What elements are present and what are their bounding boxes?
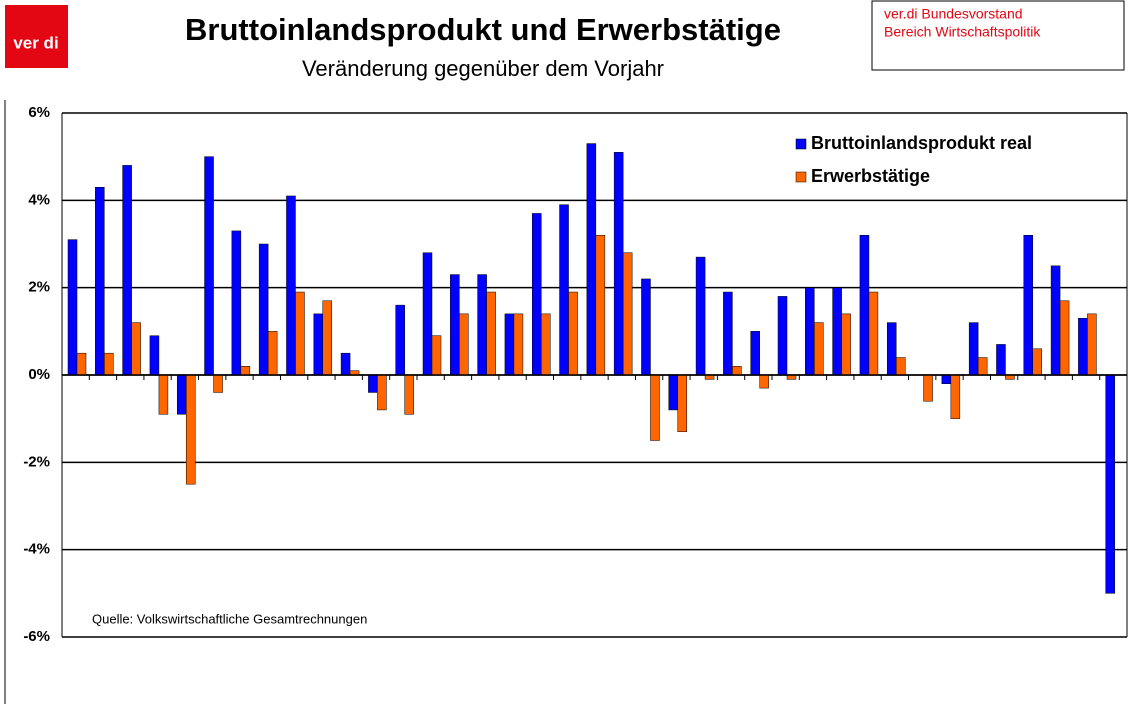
bar: [586, 143, 597, 376]
bar: [1105, 374, 1115, 594]
legend-label: Erwerbstätige: [811, 166, 930, 186]
y-tick-label: 4%: [28, 191, 50, 208]
bar: [340, 352, 351, 376]
bar: [295, 291, 305, 376]
bar: [841, 313, 851, 376]
bar: [204, 156, 214, 376]
bar: [759, 374, 769, 389]
y-tick-label: -6%: [23, 628, 50, 645]
bar: [805, 287, 815, 376]
bar: [422, 252, 433, 376]
bar: [131, 322, 141, 376]
annotation: Quelle: Volkswirtschaftliche Gesamtrechn…: [92, 611, 367, 626]
bar: [950, 374, 961, 419]
bar: [641, 278, 651, 376]
bar: [540, 313, 551, 376]
logo-box: [5, 5, 68, 68]
bar: [695, 256, 706, 376]
header-text: Bereich Wirtschaftspolitik: [884, 24, 1041, 40]
y-tick-label: 2%: [28, 279, 50, 296]
bar: [559, 204, 569, 376]
bar: [859, 235, 870, 376]
bar: [231, 230, 242, 376]
bar: [1078, 317, 1088, 376]
bar: [1059, 300, 1070, 376]
bar: [1032, 348, 1043, 376]
bar: [176, 374, 187, 415]
bar: [977, 357, 988, 376]
bar: [368, 374, 378, 393]
chart-title: Bruttoinlandsprodukt und Erwerbstätige: [185, 12, 781, 47]
bar: [122, 165, 132, 376]
bar: [158, 374, 169, 415]
bar: [240, 366, 251, 376]
bar: [377, 374, 387, 411]
bar: [1050, 265, 1061, 376]
header-box: [871, 0, 1125, 71]
bar: [777, 296, 788, 376]
bar: [723, 291, 733, 376]
bar: [149, 335, 160, 376]
chart-subtitle: Veränderung gegenüber dem Vorjahr: [302, 56, 664, 81]
bar: [67, 239, 78, 376]
bar: [568, 291, 578, 376]
bar: [923, 374, 933, 402]
bar: [732, 366, 742, 376]
bar: [267, 331, 278, 376]
bar: [750, 331, 760, 376]
bar: [1087, 313, 1097, 376]
bar: [104, 352, 114, 376]
bar: [76, 352, 87, 376]
bar: [868, 291, 879, 376]
bar: [313, 313, 324, 376]
bar: [258, 243, 269, 376]
bar: [185, 374, 196, 485]
y-tick-label: 0%: [28, 366, 50, 383]
bar: [459, 313, 469, 376]
y-tick-label: -4%: [23, 541, 50, 558]
bar: [404, 374, 414, 415]
bar: [814, 322, 824, 376]
bar: [504, 313, 515, 376]
bar: [486, 291, 496, 376]
bar: [941, 374, 952, 384]
bar: [513, 313, 524, 376]
legend-label: Bruttoinlandsprodukt real: [811, 133, 1032, 153]
bar: [322, 300, 333, 376]
legend-swatch: [795, 138, 807, 150]
bar: [895, 357, 906, 376]
bar: [968, 322, 979, 376]
bar: [832, 287, 842, 376]
bar: [286, 195, 296, 376]
bar: [595, 235, 606, 376]
legend-box: [790, 130, 1122, 198]
header-text: ver.di Bundesvorstand: [884, 6, 1023, 22]
bar: [213, 374, 223, 393]
bar: [1023, 235, 1034, 376]
legend-swatch: [795, 171, 807, 183]
bar: [431, 335, 442, 376]
bar: [95, 186, 105, 376]
bar: [450, 274, 460, 376]
bar: [650, 374, 660, 441]
bar: [613, 152, 624, 376]
logo: ver di: [13, 33, 58, 52]
bar: [668, 374, 679, 411]
bar: [886, 322, 897, 376]
y-tick-label: 6%: [28, 104, 50, 121]
bar: [677, 374, 688, 433]
bar: [395, 304, 405, 376]
bar: [996, 344, 1006, 376]
bar: [477, 274, 487, 376]
bar: [622, 252, 633, 376]
bar: [531, 213, 542, 376]
y-tick-label: -2%: [23, 453, 50, 470]
